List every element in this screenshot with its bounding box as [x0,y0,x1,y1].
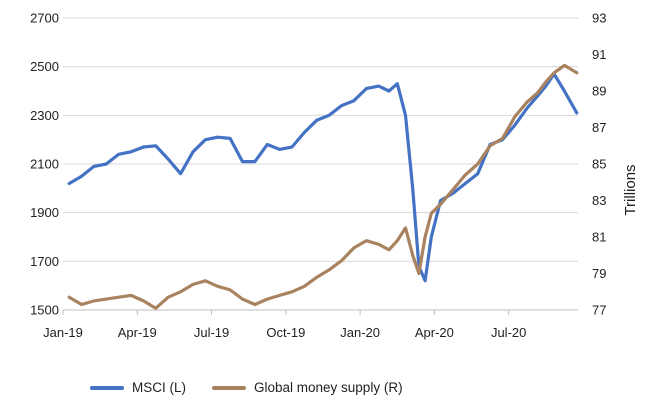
right-tick-label: 81 [592,230,606,245]
x-tick-label: Jan-19 [43,325,83,340]
x-tick-label: Apr-20 [415,325,454,340]
left-tick-label: 2700 [30,11,59,26]
right-tick-label: 83 [592,193,606,208]
right-tick-label: 93 [592,11,606,26]
right-tick-label: 87 [592,120,606,135]
x-tick-label: Jul-20 [491,325,526,340]
x-tick-label: Jul-19 [194,325,229,340]
right-tick-label: 89 [592,84,606,99]
legend-swatch-msci [90,385,124,390]
grid-layer [63,17,578,311]
legend: MSCI (L) Global money supply (R) [90,380,403,395]
right-tick-label: 77 [592,303,606,318]
left-tick-label: 1700 [30,254,59,269]
right-tick-label: 91 [592,47,606,62]
x-axis: Jan-19 Apr-19 Jul-19 Oct-19 Jan-20 Apr-20 Jul-… [43,309,578,340]
series-layer [67,63,579,310]
series-line-msci [67,72,579,283]
right-tick-label: 79 [592,266,606,281]
legend-item-money-supply: Global money supply (R) [212,380,403,395]
left-tick-label: 1900 [30,205,59,220]
left-axis: 1500 1700 1900 2100 2300 2500 2700 [30,11,59,318]
legend-label-msci: MSCI (L) [132,380,186,395]
left-tick-label: 1500 [30,303,59,318]
legend-swatch-money-supply [212,385,246,390]
left-tick-label: 2100 [30,157,59,172]
left-tick-label: 2300 [30,108,59,123]
series-line-money-supply [67,63,579,310]
x-tick-label: Apr-19 [118,325,157,340]
x-tick-label: Jan-20 [340,325,380,340]
x-tick-label: Oct-19 [266,325,305,340]
legend-label-money-supply: Global money supply (R) [254,380,403,395]
right-axis: 77 79 81 83 85 87 89 91 93 [592,11,606,318]
right-axis-title: Trillions [622,164,639,215]
legend-item-msci: MSCI (L) [90,380,186,395]
left-tick-label: 2500 [30,59,59,74]
right-tick-label: 85 [592,157,606,172]
